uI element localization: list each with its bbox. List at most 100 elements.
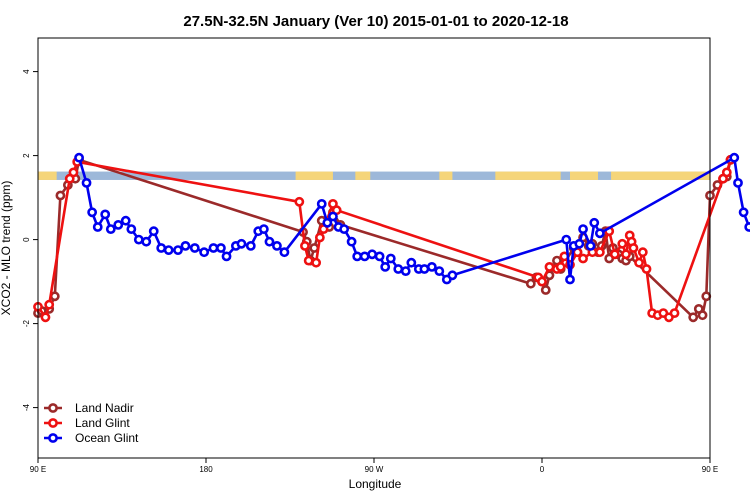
data-point [87, 207, 98, 218]
data-point [641, 264, 652, 274]
data-point [92, 222, 103, 232]
data-point [637, 247, 648, 258]
y-tick-label: -2 [22, 319, 31, 327]
y-axis-label: XCO2 - MLO trend (ppm) [0, 181, 13, 316]
data-point [733, 177, 743, 188]
legend-item: Land Glint [44, 416, 130, 430]
data-point [555, 261, 566, 272]
legend-label: Land Nadir [75, 401, 134, 415]
data-point [279, 247, 290, 258]
legend-item: Ocean Glint [44, 431, 139, 445]
legend-item: Land Nadir [44, 401, 134, 415]
data-point [561, 234, 572, 245]
legend-marker [48, 418, 58, 428]
data-point [594, 247, 605, 258]
data-point [173, 245, 183, 255]
data-point [141, 236, 152, 247]
data-point [359, 251, 370, 262]
x-axis: 90 E 180 90 W 0 90 E [30, 458, 718, 474]
data-point [294, 196, 305, 207]
data-point [303, 255, 314, 266]
legend-marker [48, 403, 58, 413]
data-point [701, 291, 712, 302]
x-tick-label: 90 E [30, 465, 46, 474]
data-point [594, 228, 605, 239]
data-point [628, 243, 639, 253]
y-tick-label: 2 [22, 153, 31, 158]
data-point [258, 224, 269, 234]
x-axis-label: Longitude [349, 477, 402, 491]
data-point [199, 247, 210, 258]
data-point [738, 207, 749, 218]
data-point [721, 167, 732, 178]
data-point [148, 226, 159, 237]
data-point [419, 264, 430, 274]
data-point [55, 190, 66, 201]
data-point [697, 310, 708, 321]
data-point [328, 211, 338, 222]
y-tick-label: -4 [22, 403, 31, 411]
data-point [578, 224, 588, 234]
data-point [385, 253, 396, 264]
data-point [44, 299, 55, 310]
data-point [272, 240, 282, 251]
chart-title: 27.5N-32.5N January (Ver 10) 2015-01-01 … [183, 13, 568, 30]
data-point [426, 261, 437, 272]
data-point [574, 238, 585, 249]
data-point [311, 257, 322, 268]
data-point [589, 217, 600, 228]
data-point [322, 217, 333, 228]
land-band-segment [611, 171, 710, 180]
x-tick-label: 180 [199, 465, 213, 474]
data-point [729, 152, 740, 163]
data-point [133, 234, 144, 245]
land-band-segment [570, 171, 598, 180]
data-point [156, 243, 167, 253]
data-point [544, 261, 555, 272]
land-ocean-band [38, 171, 710, 180]
data-point [380, 261, 391, 272]
legend-marker [48, 433, 58, 443]
data-point [40, 312, 51, 323]
data-point [236, 238, 247, 249]
data-point [352, 251, 363, 262]
data-point [81, 177, 92, 188]
series-line [77, 156, 750, 281]
data-point [367, 249, 378, 260]
data-point [744, 222, 750, 232]
x-tick-label: 0 [540, 465, 545, 474]
x-tick-label: 90 W [365, 465, 384, 474]
data-point [688, 312, 699, 323]
data-point [537, 276, 547, 287]
data-point [669, 308, 680, 318]
data-point [105, 224, 116, 234]
data-point [163, 245, 174, 255]
land-band-segment [439, 171, 453, 180]
data-point [316, 198, 327, 209]
data-point [300, 240, 310, 251]
data-point [189, 243, 200, 253]
data-point [578, 253, 588, 264]
y-tick-label: 0 [22, 237, 31, 242]
land-band-segment [355, 171, 371, 180]
series-ocean-glint [74, 152, 750, 285]
data-point [314, 232, 325, 243]
ocean-band [38, 171, 710, 180]
data-point [374, 251, 385, 262]
data-point [208, 243, 219, 253]
data-point [126, 224, 137, 234]
data-point [400, 266, 411, 276]
data-point [221, 251, 232, 262]
legend-label: Land Glint [75, 416, 130, 430]
data-point [434, 266, 445, 276]
data-point [540, 285, 551, 295]
data-point [245, 240, 256, 251]
data-point [113, 219, 124, 230]
data-point [525, 278, 536, 289]
data-point [609, 249, 620, 260]
legend-label: Ocean Glint [75, 431, 139, 445]
data-point [585, 240, 596, 251]
data-point [393, 264, 404, 274]
